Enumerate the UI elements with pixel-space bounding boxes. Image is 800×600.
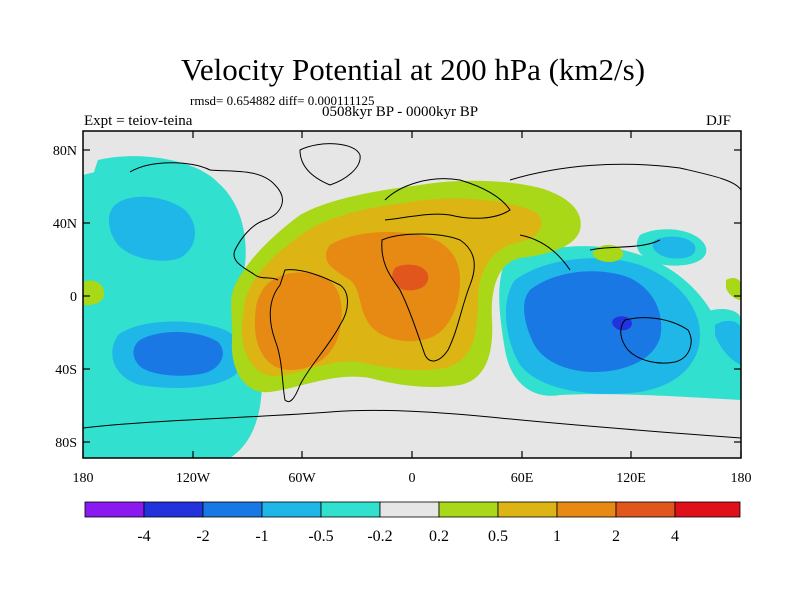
- lon-label: 0: [409, 471, 416, 486]
- coast-australia: [620, 317, 692, 364]
- colorbar-label: -0.5: [308, 528, 333, 545]
- colorbar-swatch: [615, 501, 676, 518]
- colorbar-swatch: [674, 501, 741, 518]
- lat-label: 40N: [53, 217, 77, 232]
- period-label: 0508kyr BP - 0000kyr BP: [322, 104, 479, 120]
- contour-green-small-east: [592, 244, 624, 262]
- coast-south-america: [269, 269, 348, 403]
- contour-blue-south-pacific: [133, 331, 223, 376]
- colorbar-swatch: [84, 501, 145, 518]
- colorbar-label: -4: [137, 528, 150, 545]
- lat-label: 0: [70, 290, 77, 305]
- lon-label: 60E: [511, 471, 534, 486]
- colorbar-swatch: [320, 501, 381, 518]
- coast-africa: [381, 233, 475, 362]
- colorbar-label: 1: [553, 528, 561, 545]
- contour-green-dateline: [726, 278, 741, 300]
- colorbar-swatch: [556, 501, 617, 518]
- coast-asia: [509, 163, 741, 271]
- longitude-axis: 180 120W 60W 0 60E 120E 180: [73, 131, 752, 486]
- colorbar-label: 0.5: [488, 528, 508, 545]
- colorbar-swatch: [202, 501, 263, 518]
- season-label: DJF: [706, 113, 732, 129]
- lon-label: 120W: [176, 471, 211, 486]
- plot-title: Velocity Potential at 200 hPa (km2/s): [180, 52, 646, 87]
- colorbar-swatch: [143, 501, 204, 518]
- contour-blue-indian: [524, 271, 662, 372]
- colorbar-label: 2: [612, 528, 620, 545]
- lat-label: 40S: [55, 363, 77, 378]
- colorbar-label: -0.2: [367, 528, 392, 545]
- coast-antarctica: [83, 409, 741, 439]
- colorbar-swatch: [379, 501, 440, 518]
- coastlines: [83, 143, 741, 439]
- colorbar-label: 0.2: [429, 528, 449, 545]
- map-field: [83, 131, 741, 458]
- lon-label: 180: [73, 471, 94, 486]
- lon-label: 180: [731, 471, 752, 486]
- contour-lightblue-west-pacific: [652, 236, 696, 259]
- colorbar-swatch: [497, 501, 558, 518]
- colorbar-label: -2: [196, 528, 209, 545]
- lon-label: 60W: [288, 471, 316, 486]
- colorbar-swatch: [261, 501, 322, 518]
- lat-label: 80S: [55, 436, 77, 451]
- colorbar-swatch: [438, 501, 499, 518]
- experiment-label: Expt = teiov-teina: [84, 113, 193, 129]
- contour-orange-africa: [325, 232, 460, 342]
- contour-green-west: [83, 280, 105, 306]
- lat-label: 80N: [53, 144, 77, 159]
- stats-label: rmsd= 0.654882 diff= 0.000111125: [190, 93, 375, 108]
- contour-lightblue-north-pacific: [108, 196, 196, 261]
- colorbar: -4 -2 -1 -0.5 -0.2 0.2 0.5 1 2 4: [84, 501, 741, 545]
- contour-lightblue-east: [715, 320, 741, 365]
- coast-greenland: [299, 143, 361, 186]
- lon-label: 120E: [616, 471, 646, 486]
- coast-north-america: [129, 162, 283, 281]
- coast-europe: [384, 178, 511, 221]
- colorbar-label: 4: [671, 528, 679, 545]
- latitude-axis: 80N 40N 0 40S 80S: [53, 144, 741, 451]
- contour-redorange-africa: [392, 264, 429, 291]
- colorbar-label: -1: [255, 528, 268, 545]
